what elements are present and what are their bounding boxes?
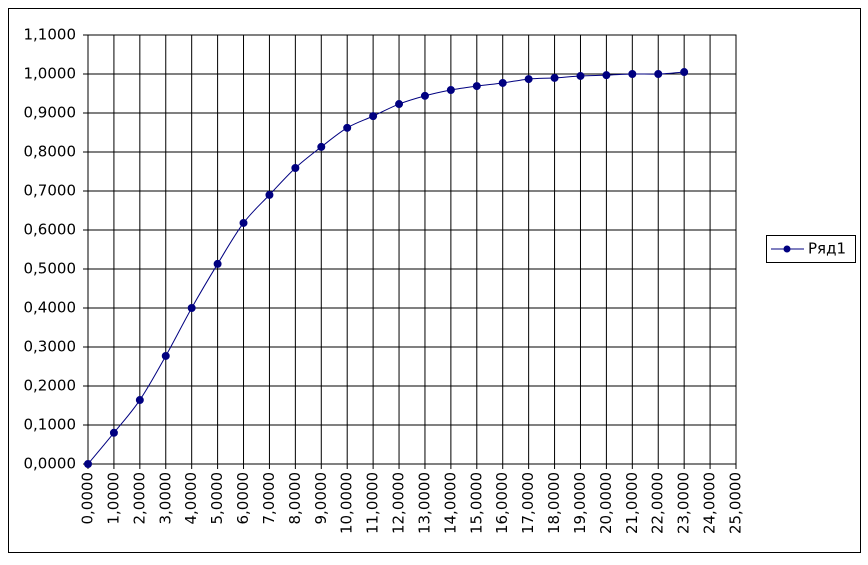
x-tick-label: 19,0000	[571, 472, 589, 534]
data-point	[550, 73, 559, 82]
data-point	[395, 100, 404, 109]
legend-marker	[783, 245, 791, 253]
y-tick-label: 0,5000	[24, 260, 77, 278]
x-tick-label: 5,0000	[208, 472, 226, 525]
data-point	[239, 218, 248, 227]
x-tick-label: 11,0000	[364, 472, 382, 534]
plot-area	[87, 34, 737, 465]
x-tick-label: 16,0000	[493, 472, 511, 534]
data-point	[213, 259, 222, 268]
x-tick-label: 4,0000	[182, 472, 200, 525]
x-tick-label: 2,0000	[130, 472, 148, 525]
x-tick-label: 25,0000	[727, 472, 745, 534]
data-point	[602, 71, 611, 80]
legend-label: Ряд1	[808, 240, 846, 258]
x-tick-label: 1,0000	[104, 472, 122, 525]
x-tick-label: 20,0000	[597, 472, 615, 534]
y-tick-label: 0,8000	[24, 143, 77, 161]
y-tick-label: 0,1000	[24, 416, 77, 434]
y-tick-label: 0,0000	[24, 455, 77, 473]
x-tick-label: 9,0000	[312, 472, 330, 525]
x-tick-label: 6,0000	[234, 472, 252, 525]
data-point	[472, 82, 481, 91]
x-tick-label: 13,0000	[415, 472, 433, 534]
x-tick-label: 23,0000	[675, 472, 693, 534]
data-point	[317, 142, 326, 151]
data-point	[680, 68, 689, 77]
data-point	[576, 71, 585, 80]
data-point	[446, 85, 455, 94]
data-point	[291, 163, 300, 172]
data-point	[654, 70, 663, 78]
y-tick-label: 0,9000	[24, 104, 77, 122]
x-tick-label: 22,0000	[649, 472, 667, 534]
x-tick-label: 0,0000	[79, 472, 97, 525]
data-point	[420, 91, 429, 100]
x-tick-label: 18,0000	[545, 472, 563, 534]
data-point	[524, 75, 533, 84]
data-point	[343, 123, 352, 132]
x-tick-label: 7,0000	[260, 472, 278, 525]
y-tick-label: 0,2000	[24, 377, 77, 395]
x-tick-label: 21,0000	[623, 472, 641, 534]
x-tick-label: 14,0000	[441, 472, 459, 534]
data-point	[135, 396, 144, 405]
data-point	[498, 78, 507, 87]
data-point	[187, 304, 196, 312]
x-tick-label: 12,0000	[390, 472, 408, 534]
data-point	[109, 428, 118, 437]
data-point	[628, 70, 637, 78]
x-tick-label: 3,0000	[156, 472, 174, 525]
data-point	[265, 190, 274, 199]
y-tick-label: 0,3000	[24, 338, 77, 356]
y-tick-label: 1,1000	[24, 26, 77, 44]
x-tick-label: 8,0000	[286, 472, 304, 525]
data-point	[161, 351, 170, 360]
x-tick-label: 10,0000	[338, 472, 356, 534]
y-tick-label: 0,7000	[24, 182, 77, 200]
y-tick-label: 0,4000	[24, 299, 77, 317]
x-tick-label: 17,0000	[519, 472, 537, 534]
x-tick-label: 15,0000	[467, 472, 485, 534]
x-tick-label: 24,0000	[701, 472, 719, 534]
y-tick-label: 0,6000	[24, 221, 77, 239]
data-point	[369, 112, 378, 121]
data-point	[84, 460, 92, 468]
y-tick-label: 1,0000	[24, 65, 77, 83]
